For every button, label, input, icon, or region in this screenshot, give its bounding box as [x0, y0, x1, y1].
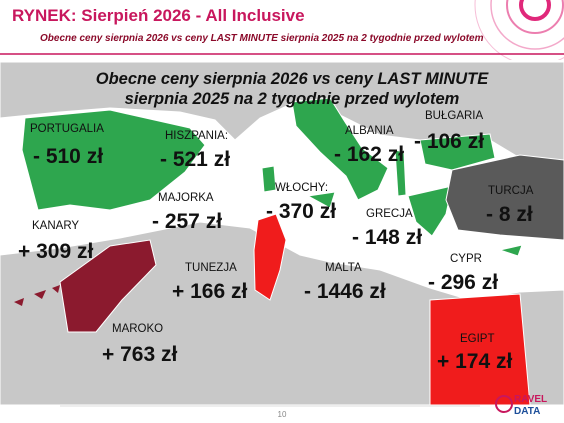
map-title: sierpnia 2025 na 2 tygodnie przed wylote… [125, 90, 460, 108]
region-change: - 521 zł [160, 148, 230, 171]
region-name: MAJORKA [158, 192, 214, 204]
region-change: - 162 zł [334, 143, 404, 166]
iberia [21, 109, 206, 211]
sicily [306, 191, 336, 209]
logo-icon [495, 395, 513, 413]
logo-text: RAVEL [514, 394, 547, 405]
region-name: ALBANIA [345, 125, 394, 137]
egypt [429, 293, 531, 406]
region-name: EGIPT [460, 333, 495, 345]
logo-text: DATA [514, 406, 540, 417]
region-change: - 148 zł [352, 226, 422, 249]
region-name: PORTUGALIA [30, 123, 104, 135]
canary [52, 285, 60, 293]
region-name: TUNEZJA [185, 262, 237, 274]
region-name: GRECJA [366, 208, 413, 220]
region-change: + 309 zł [18, 240, 93, 263]
slide-subtitle: Obecne ceny sierpnia 2026 vs ceny LAST M… [40, 33, 484, 44]
bulgaria [419, 133, 496, 171]
albania [394, 149, 407, 197]
turkey [445, 154, 564, 241]
logo: RAVEL DATA [495, 394, 547, 417]
canary [34, 290, 46, 299]
decoration [474, 0, 564, 60]
italy [291, 97, 389, 201]
region-name: TURCJA [488, 185, 534, 197]
region-name: CYPR [450, 253, 482, 265]
region-name: WŁOCHY: [275, 182, 328, 194]
region-change: - 257 zł [152, 210, 222, 233]
sardinia [261, 165, 277, 193]
region-name: BUŁGARIA [425, 110, 483, 122]
region-change: - 510 zł [33, 145, 103, 168]
region-change: - 1446 zł [304, 280, 386, 303]
map [0, 61, 564, 406]
region-change: - 8 zł [486, 203, 533, 226]
region-name: HISZPANIA: [165, 130, 228, 142]
region-change: + 174 zł [437, 350, 512, 373]
region-change: - 296 zł [428, 271, 498, 294]
region-change: - 370 zł [266, 200, 336, 223]
region-name: MAROKO [112, 323, 163, 335]
region-name: MALTA [325, 262, 362, 274]
tunisia [253, 213, 287, 301]
greece [407, 185, 453, 237]
slide-title: RYNEK: Sierpień 2026 - All Inclusive [12, 6, 305, 25]
canary [14, 298, 24, 306]
morocco [59, 239, 157, 333]
page-number: 10 [278, 410, 287, 419]
region-change: + 763 zł [102, 343, 177, 366]
labels: PORTUGALIA - 510 zł HISZPANIA: - 521 zł ALBA… [18, 110, 534, 373]
cyprus [498, 244, 523, 257]
region-change: - 106 zł [414, 130, 484, 153]
region-change: + 166 zł [172, 280, 247, 303]
map-title: Obecne ceny sierpnia 2026 vs ceny LAST M… [96, 70, 489, 88]
region-name: KANARY [32, 220, 79, 232]
